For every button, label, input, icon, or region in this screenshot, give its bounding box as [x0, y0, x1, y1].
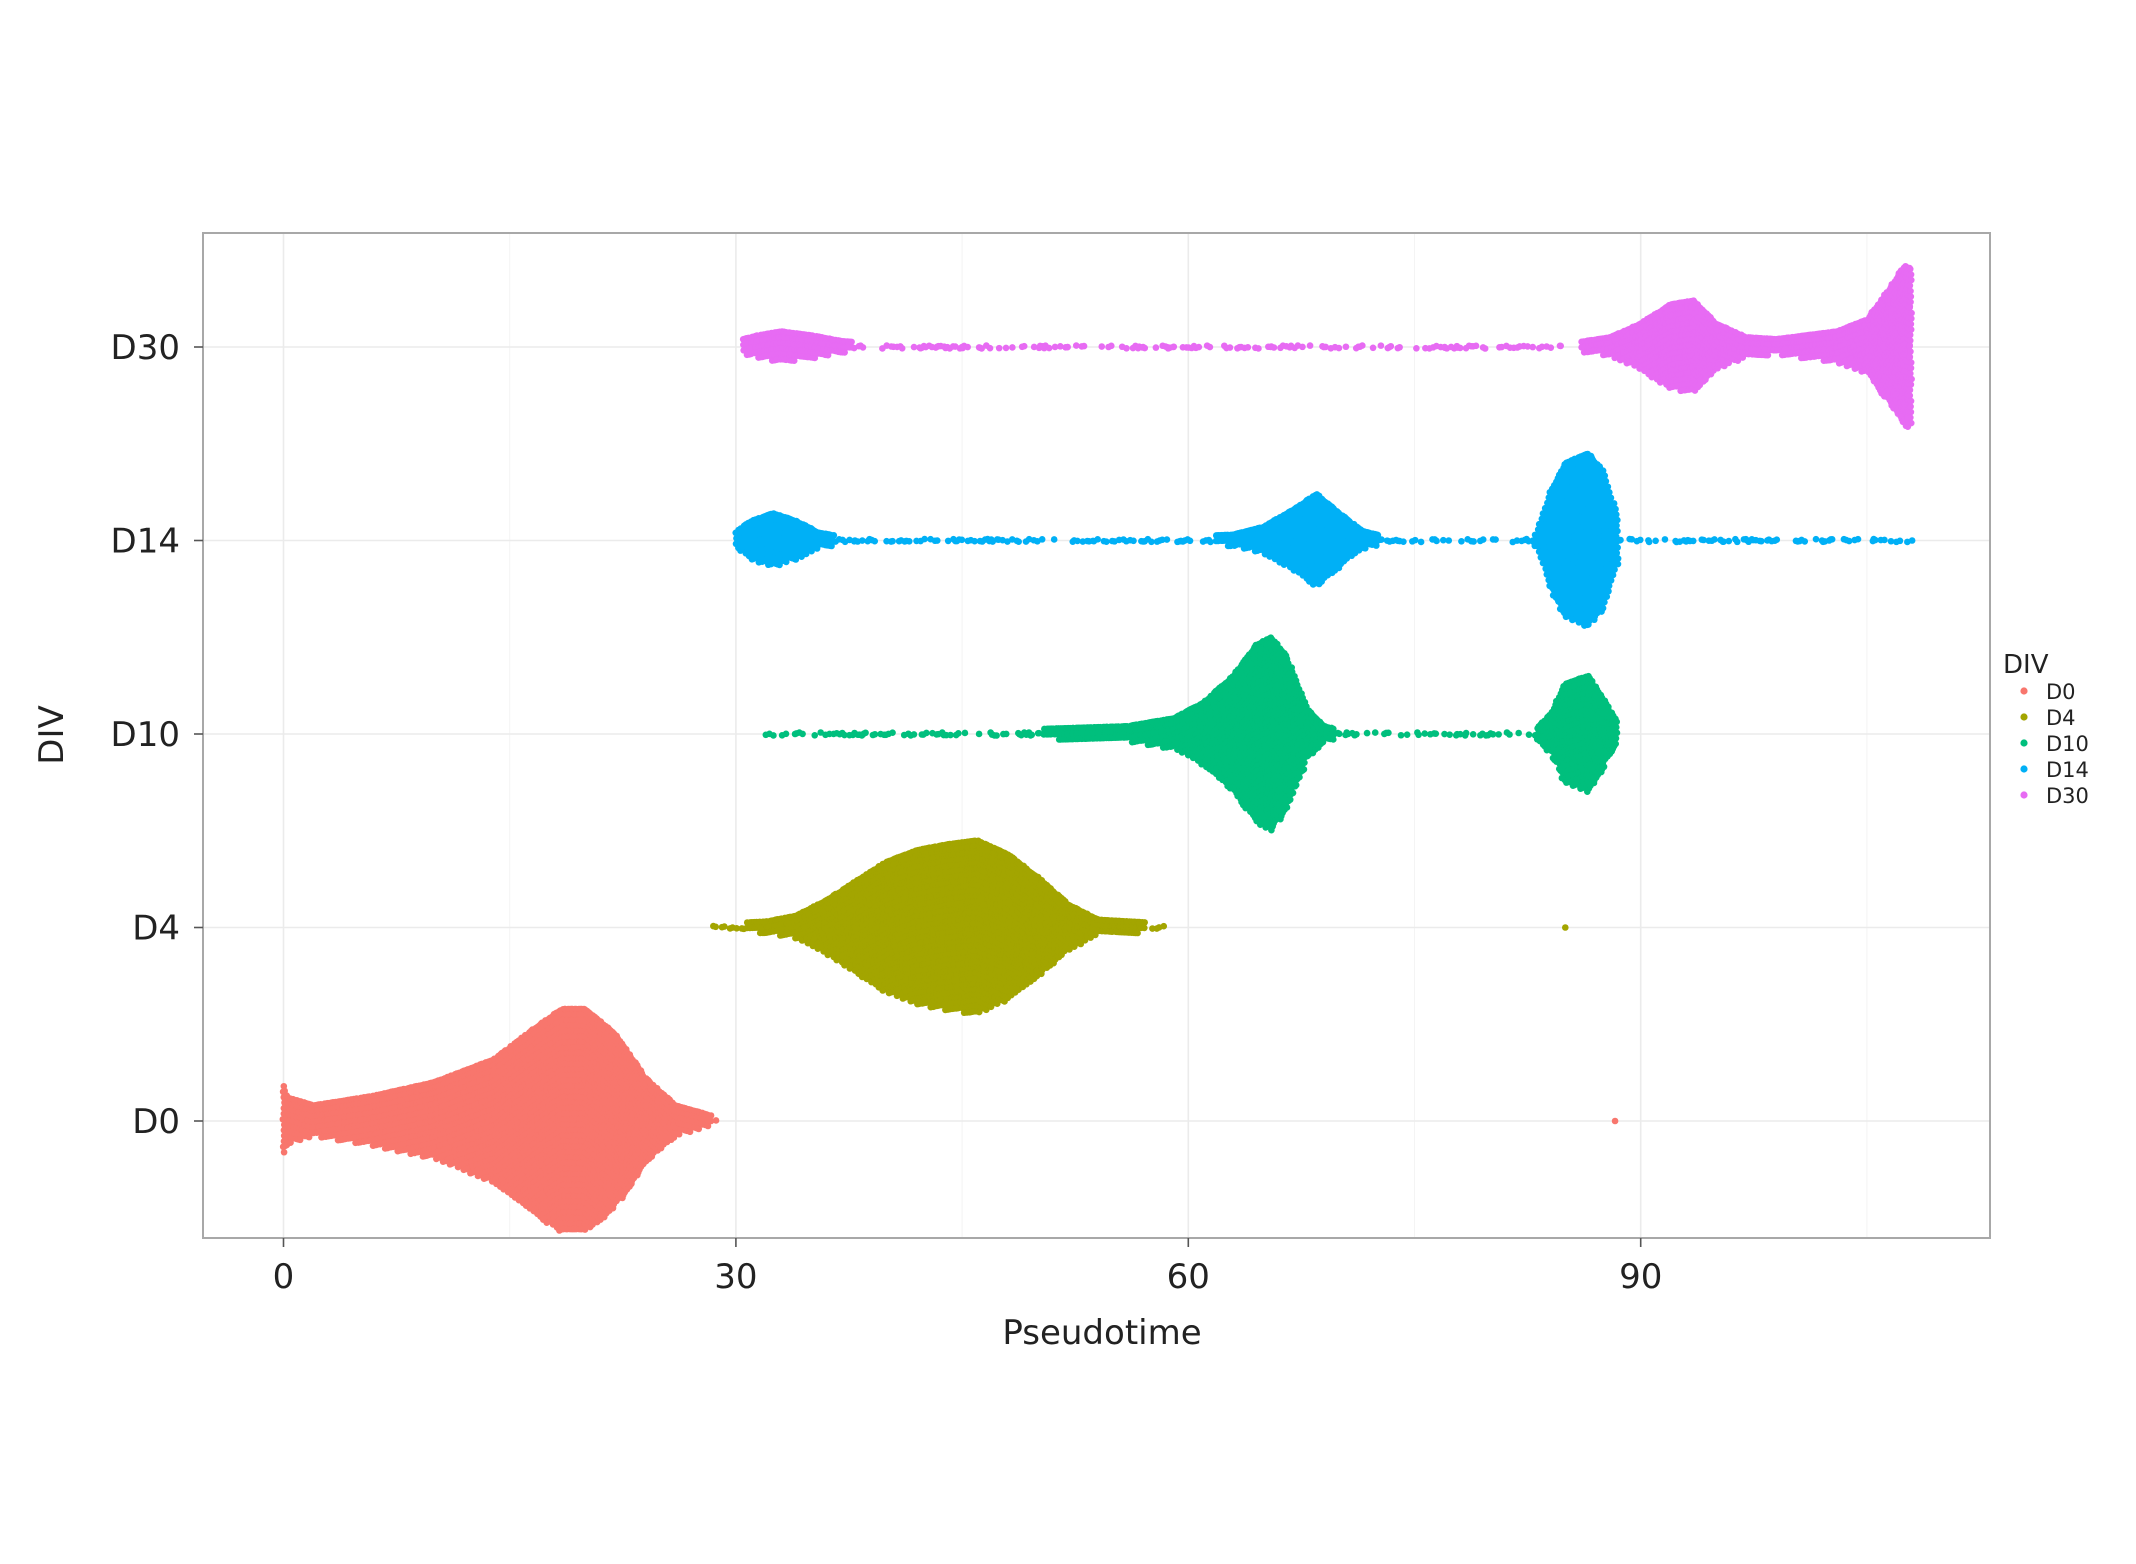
- point: [281, 1149, 288, 1156]
- point: [712, 924, 719, 931]
- point: [721, 923, 728, 930]
- point: [713, 1117, 720, 1124]
- outlier-point: [1612, 1118, 1619, 1125]
